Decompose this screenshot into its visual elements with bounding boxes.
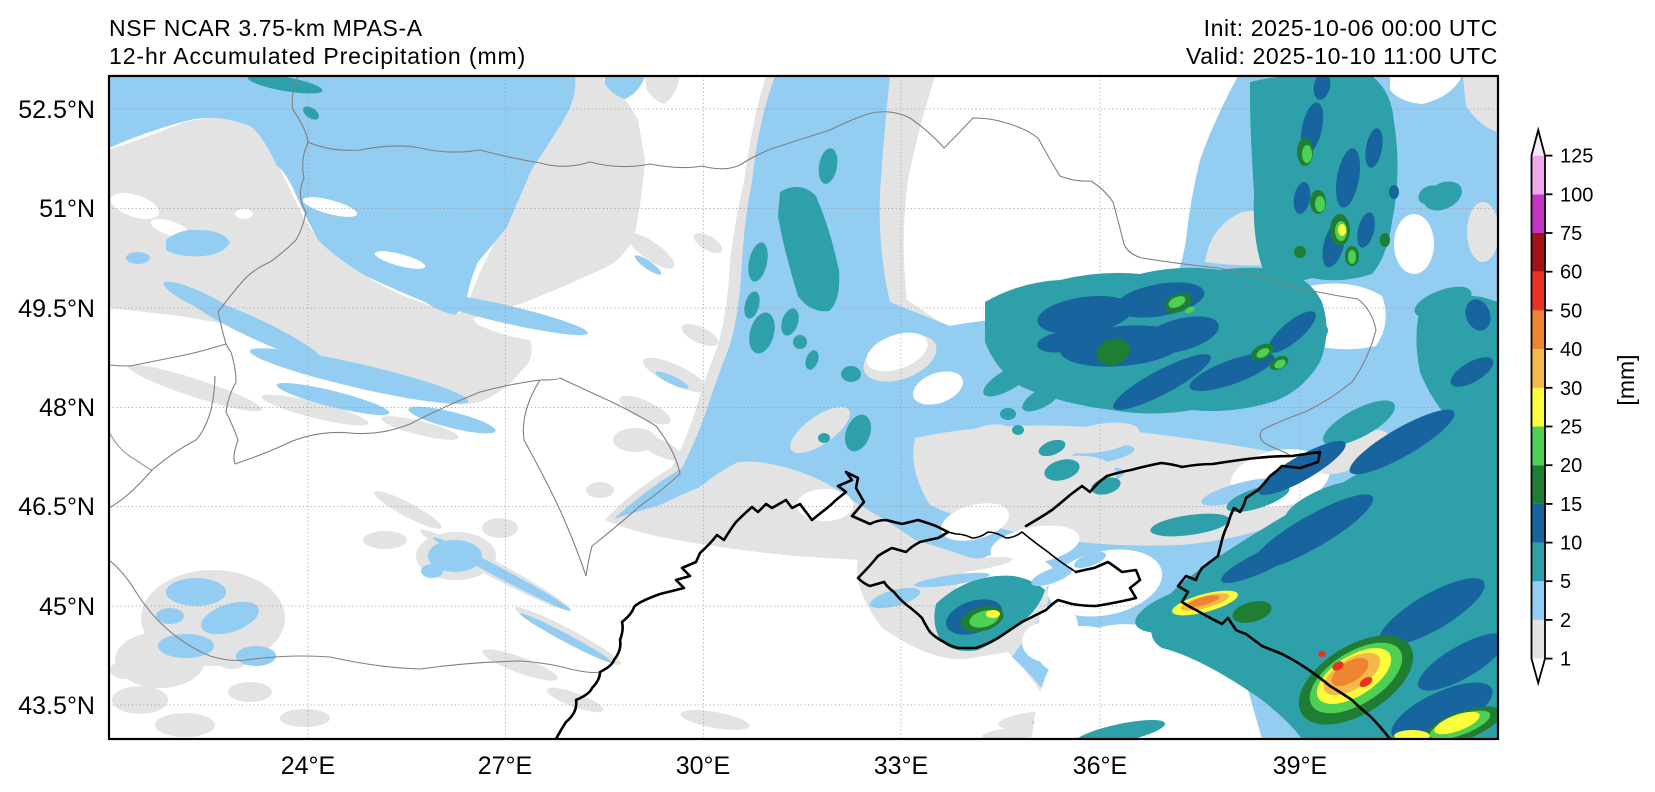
svg-text:51°N: 51°N xyxy=(39,195,95,223)
svg-text:33°E: 33°E xyxy=(874,752,928,780)
svg-text:12-hr Accumulated Precipitatio: 12-hr Accumulated Precipitation (mm) xyxy=(109,43,526,69)
svg-text:125: 125 xyxy=(1560,146,1593,168)
svg-text:5: 5 xyxy=(1560,571,1571,593)
svg-text:60: 60 xyxy=(1560,262,1582,284)
svg-text:25: 25 xyxy=(1560,417,1582,439)
svg-text:27°E: 27°E xyxy=(478,752,532,780)
svg-text:NSF NCAR 3.75-km MPAS-A: NSF NCAR 3.75-km MPAS-A xyxy=(109,15,423,41)
svg-text:46.5°N: 46.5°N xyxy=(18,493,95,521)
svg-text:30: 30 xyxy=(1560,378,1582,400)
svg-text:1: 1 xyxy=(1560,649,1571,671)
svg-text:52.5°N: 52.5°N xyxy=(18,96,95,124)
svg-text:20: 20 xyxy=(1560,455,1582,477)
svg-text:[mm]: [mm] xyxy=(1613,354,1639,405)
svg-text:36°E: 36°E xyxy=(1073,752,1127,780)
svg-text:49.5°N: 49.5°N xyxy=(18,295,95,323)
svg-text:30°E: 30°E xyxy=(676,752,730,780)
svg-text:2: 2 xyxy=(1560,610,1571,632)
svg-text:Init: 2025-10-06 00:00 UTC: Init: 2025-10-06 00:00 UTC xyxy=(1204,15,1498,41)
svg-text:10: 10 xyxy=(1560,533,1582,555)
svg-text:50: 50 xyxy=(1560,300,1582,322)
svg-text:100: 100 xyxy=(1560,184,1593,206)
svg-text:15: 15 xyxy=(1560,494,1582,516)
svg-text:48°N: 48°N xyxy=(39,394,95,422)
svg-text:75: 75 xyxy=(1560,223,1582,245)
svg-text:45°N: 45°N xyxy=(39,593,95,621)
svg-text:Valid: 2025-10-10 11:00 UTC: Valid: 2025-10-10 11:00 UTC xyxy=(1186,43,1498,69)
svg-text:40: 40 xyxy=(1560,339,1582,361)
svg-text:43.5°N: 43.5°N xyxy=(18,692,95,720)
svg-text:39°E: 39°E xyxy=(1273,752,1327,780)
svg-text:24°E: 24°E xyxy=(281,752,335,780)
